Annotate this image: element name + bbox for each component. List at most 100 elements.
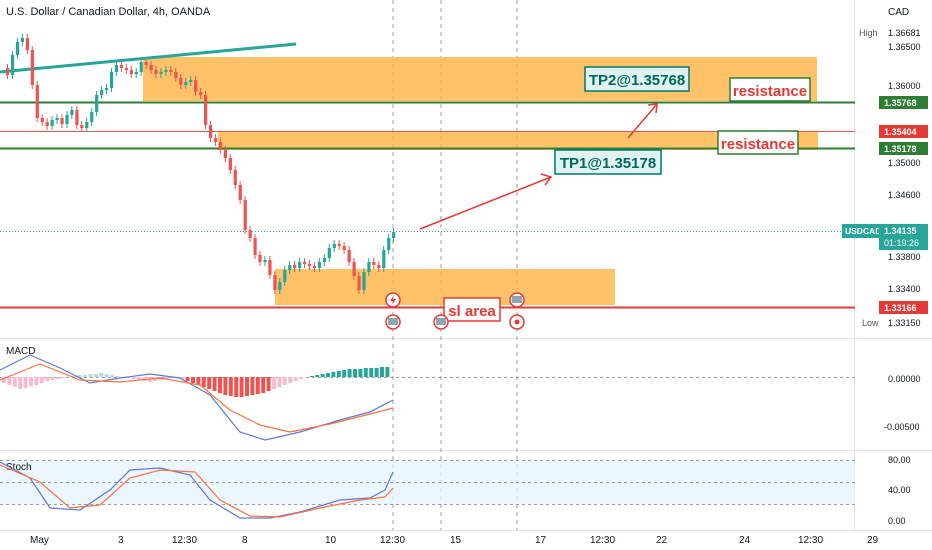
candle-body bbox=[184, 82, 188, 85]
price-tick-1: 1.36500 bbox=[888, 42, 921, 52]
candle-body bbox=[100, 90, 104, 95]
macd-bar bbox=[293, 377, 298, 381]
candle-body bbox=[392, 232, 396, 238]
candle-body bbox=[357, 276, 361, 290]
high-tag bbox=[855, 25, 932, 40]
candle-body bbox=[223, 150, 227, 158]
candle-body bbox=[243, 200, 247, 230]
macd-bar bbox=[45, 377, 50, 381]
macd-bar bbox=[169, 377, 174, 378]
tp2-label[interactable]: TP2@1.35768 bbox=[584, 66, 690, 92]
time-label-6: 12:30 bbox=[380, 535, 405, 546]
low-tag bbox=[855, 315, 932, 330]
resistance-zone-mid[interactable] bbox=[218, 131, 818, 150]
macd-bar bbox=[88, 374, 93, 377]
tp1-label[interactable]: TP1@1.35178 bbox=[554, 149, 662, 175]
macd-bar bbox=[212, 377, 217, 391]
resistance-zone-top[interactable] bbox=[143, 57, 817, 101]
stoch-d-line bbox=[0, 464, 394, 518]
candle-body bbox=[382, 250, 386, 268]
macd-bar bbox=[336, 371, 341, 377]
time-label-4: 8 bbox=[242, 535, 248, 546]
lightning-glyph-icon bbox=[390, 295, 396, 305]
candle-body bbox=[105, 88, 109, 90]
macd-bar bbox=[137, 377, 141, 380]
tag-sl bbox=[879, 301, 928, 314]
candle-body bbox=[298, 262, 302, 268]
candle-body bbox=[367, 262, 371, 272]
sl-text: sl area bbox=[448, 303, 496, 320]
time-label-2: 3 bbox=[118, 535, 124, 546]
macd-bar bbox=[315, 375, 320, 377]
macd-bar bbox=[196, 377, 201, 385]
candle-body bbox=[55, 118, 59, 120]
candle-body bbox=[169, 70, 173, 72]
macd-bar bbox=[191, 377, 195, 383]
macd-bar bbox=[385, 367, 390, 377]
macd-bar bbox=[282, 377, 287, 385]
candle-body bbox=[258, 255, 262, 262]
candle-body bbox=[70, 110, 74, 115]
candle-body bbox=[312, 266, 317, 268]
macd-bar bbox=[61, 377, 66, 378]
candle-body bbox=[218, 142, 223, 150]
macd-title: MACD bbox=[6, 346, 35, 357]
macd-bar bbox=[50, 377, 55, 380]
low-value: 1.33150 bbox=[888, 318, 921, 328]
candle-body bbox=[273, 275, 277, 290]
macd-bar bbox=[288, 377, 293, 383]
macd-bar bbox=[331, 372, 336, 377]
macd-bar bbox=[110, 375, 114, 377]
candle-body bbox=[194, 80, 198, 92]
stoch-title: Stoch bbox=[6, 462, 32, 473]
macd-bar bbox=[266, 377, 271, 391]
tp1-text: TP1@1.35178 bbox=[560, 155, 656, 172]
macd-bar bbox=[380, 367, 384, 377]
candle-body bbox=[75, 110, 79, 125]
high-label: High bbox=[859, 28, 878, 38]
candle-body bbox=[317, 262, 322, 268]
sl-label[interactable]: sl area bbox=[443, 297, 501, 322]
macd-bar bbox=[309, 376, 314, 377]
macd-bar bbox=[23, 377, 28, 388]
macd-bar bbox=[93, 374, 98, 377]
macd-bar bbox=[12, 377, 17, 387]
trendline[interactable] bbox=[0, 42, 297, 74]
macd-bar bbox=[115, 376, 120, 377]
candle-body bbox=[362, 272, 366, 290]
candle-body bbox=[30, 50, 34, 85]
us-flag-icon-2 bbox=[436, 318, 446, 325]
macd-bar bbox=[72, 376, 77, 377]
tag-tp2-text: 1.35768 bbox=[884, 98, 917, 108]
time-label-8: 17 bbox=[535, 535, 547, 546]
macd-bar bbox=[353, 369, 357, 377]
time-label-5: 10 bbox=[325, 535, 337, 546]
time-label-9: 12:30 bbox=[590, 535, 615, 546]
resistance-top-label[interactable]: resistance bbox=[729, 77, 811, 102]
stoch-tick-2: 40.00 bbox=[888, 485, 911, 495]
arrow-to-tp1[interactable] bbox=[419, 176, 552, 230]
candles-group bbox=[6, 34, 396, 294]
macd-bar bbox=[201, 377, 206, 387]
candle-body bbox=[238, 185, 242, 200]
resistance-mid-label[interactable]: resistance bbox=[717, 130, 799, 155]
macd-bar bbox=[77, 375, 82, 377]
candle-body bbox=[283, 270, 287, 282]
macd-signal-line bbox=[0, 363, 394, 433]
candle-body bbox=[15, 42, 20, 55]
candle-body bbox=[263, 260, 267, 262]
price-tick-6: 1.33400 bbox=[888, 284, 921, 294]
candle-body bbox=[213, 138, 218, 142]
arrow-to-tp2[interactable] bbox=[627, 103, 658, 139]
current-price-tag-bg bbox=[879, 224, 928, 250]
candle-body bbox=[337, 244, 341, 246]
macd-tick-1: 0.00000 bbox=[888, 374, 921, 384]
high-value: 1.36681 bbox=[888, 28, 921, 38]
candle-body bbox=[307, 264, 312, 266]
macd-bar bbox=[245, 377, 249, 396]
candle-body bbox=[268, 260, 272, 275]
price-tick-5: 1.33800 bbox=[888, 252, 921, 262]
candle-body bbox=[119, 65, 124, 68]
macd-tick-2: -0.00500 bbox=[884, 422, 920, 432]
